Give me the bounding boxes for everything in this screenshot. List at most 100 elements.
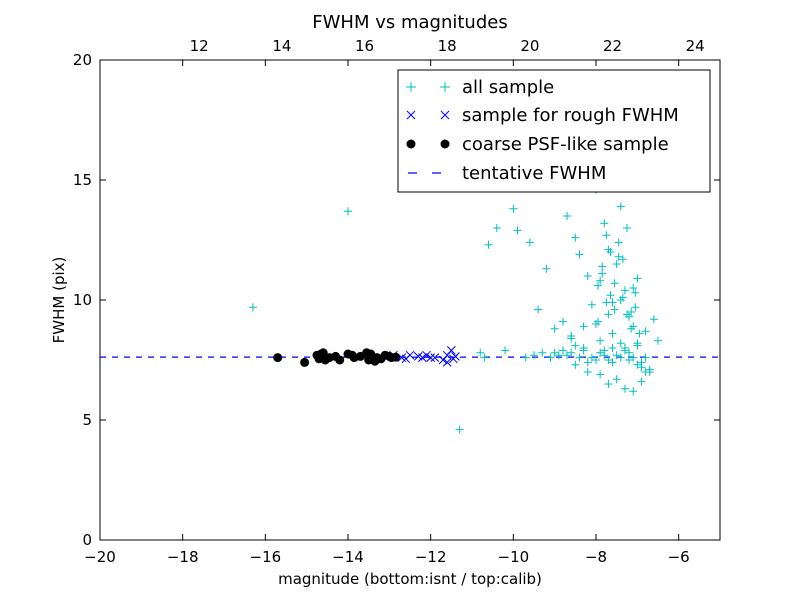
all-sample-point [633, 274, 642, 283]
psf-like-point [364, 355, 374, 365]
rough-fwhm-point [422, 350, 431, 360]
all-sample-point [592, 356, 600, 364]
legend-item-psf-like: coarse PSF-like sample [406, 134, 669, 155]
all-sample-point [631, 303, 640, 312]
all-sample-point [608, 358, 617, 367]
all-sample-point [554, 351, 563, 360]
all-sample-point [620, 344, 629, 352]
x-axis-label: magnitude (bottom:isnt / top:calib) [278, 570, 542, 588]
all-sample-point [480, 353, 489, 362]
all-sample-point [606, 291, 615, 300]
legend-marker-x [406, 110, 450, 120]
all-sample-point [633, 360, 642, 369]
legend: all sample sample for rough FWHM coarse … [397, 69, 711, 193]
x-tick-label: −16 [250, 548, 282, 566]
rough-fwhm-point [451, 352, 460, 361]
all-sample-point [596, 348, 605, 357]
all-sample-point [641, 327, 650, 336]
all-sample-point [631, 288, 640, 297]
all-sample-point [558, 317, 567, 326]
all-sample-point [629, 284, 638, 292]
chart-title: FWHM vs magnitudes [312, 12, 507, 33]
all-sample-point [492, 224, 501, 232]
all-sample-point [637, 358, 646, 367]
top-x-tick-label: 20 [520, 37, 539, 55]
legend-label: sample for rough FWHM [462, 105, 679, 126]
top-x-tick-label: 14 [272, 37, 291, 55]
all-sample-point [602, 298, 611, 307]
legend-item-tentative-fwhm: tentative FWHM [408, 163, 606, 184]
all-sample-point [563, 212, 572, 220]
all-sample-point [602, 231, 611, 240]
all-sample-point [598, 262, 607, 271]
all-sample-point [344, 207, 352, 216]
legend-marker-plus [406, 82, 450, 92]
all-sample-point [610, 279, 619, 288]
y-tick-label: 0 [82, 531, 92, 549]
legend-item-all-sample: all sample [406, 77, 554, 98]
top-x-tick-label: 16 [355, 37, 374, 55]
all-sample-point [587, 353, 596, 362]
all-sample-point [641, 368, 650, 376]
all-sample-point [567, 348, 576, 357]
all-sample-point [614, 238, 623, 247]
all-sample-point [550, 324, 559, 333]
all-sample-point [484, 240, 493, 249]
all-sample-point [534, 305, 543, 314]
legend-label: tentative FWHM [462, 163, 606, 184]
y-axis-label: FWHM (pix) [50, 257, 68, 344]
all-sample-point [637, 377, 646, 386]
legend-marker-circle [406, 139, 416, 149]
rough-fwhm-point [418, 353, 427, 362]
all-sample-point [455, 425, 464, 434]
all-sample-point [600, 351, 609, 360]
rough-fwhm-point [426, 353, 436, 362]
y-tick-label: 20 [73, 51, 92, 69]
all-sample-point [583, 358, 592, 367]
all-sample-point [623, 224, 631, 232]
all-sample-point [567, 334, 576, 343]
all-sample-point [571, 360, 580, 369]
all-sample-point [616, 202, 625, 211]
all-sample-point [575, 250, 584, 259]
all-sample-point [627, 324, 636, 333]
all-sample-point [594, 317, 603, 326]
y-tick-label: 15 [73, 171, 92, 189]
all-sample-point [612, 260, 621, 268]
all-sample-point [616, 339, 625, 348]
x-tick-label: −12 [415, 548, 447, 566]
all-sample-point [604, 310, 613, 319]
all-sample-point [596, 370, 605, 379]
all-sample-point [583, 368, 592, 376]
all-sample-point [476, 348, 485, 357]
legend-item-rough-fwhm: sample for rough FWHM [406, 105, 679, 126]
all-sample-point [629, 387, 638, 396]
all-sample-point [501, 346, 510, 355]
all-sample-point [546, 353, 555, 362]
all-sample-point [558, 346, 567, 355]
plot-area [100, 185, 720, 434]
all-sample-point [513, 226, 522, 235]
all-sample-point [509, 204, 518, 213]
legend-box [397, 69, 711, 193]
all-sample-point [654, 336, 662, 345]
psf-like-point [391, 352, 401, 362]
all-sample-point [610, 305, 619, 314]
all-sample-point [623, 310, 631, 319]
all-sample-point [641, 353, 650, 362]
top-x-tick-label: 12 [190, 37, 209, 55]
all-sample-point [600, 219, 609, 228]
legend-marker-circle [440, 139, 450, 149]
all-sample-point [633, 339, 642, 348]
all-sample-point [608, 329, 617, 338]
axes: −20 −18 −16 −14 −12 −10 −8 −6 12 14 16 18 20 22 24 0 5 10… [73, 37, 720, 566]
top-x-tick-label: 24 [686, 37, 705, 55]
psf-like-point [314, 354, 324, 364]
all-sample-point [579, 322, 588, 331]
rough-fwhm-point [401, 354, 411, 364]
legend-label: all sample [462, 77, 554, 98]
all-sample-point [596, 276, 605, 285]
all-sample-point [612, 375, 621, 384]
psf-like-point [335, 355, 345, 365]
